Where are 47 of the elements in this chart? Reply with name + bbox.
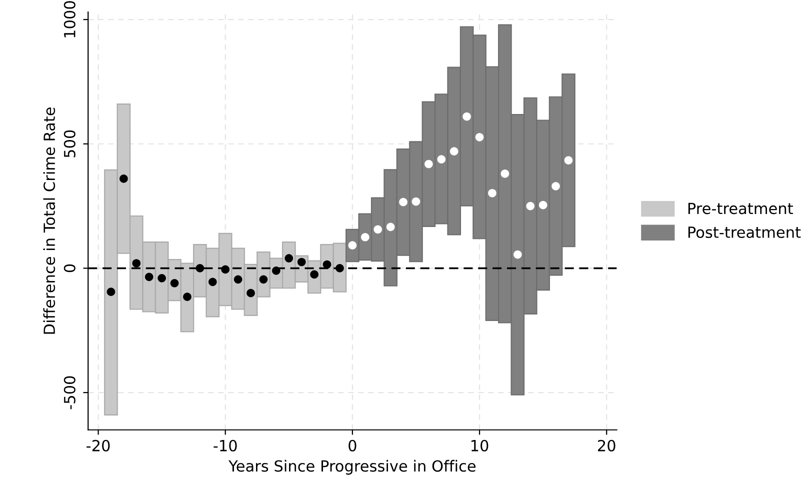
point (132, 259, 141, 268)
point (424, 160, 433, 168)
point (538, 200, 548, 210)
point (500, 170, 510, 178)
point (106, 288, 116, 296)
y-tick-label: 0 (64, 264, 76, 272)
point (246, 288, 255, 298)
point (513, 250, 522, 259)
point (183, 292, 192, 301)
x-axis-title: Years Since Progressive in Office (228, 460, 476, 475)
point (475, 133, 484, 142)
point (221, 265, 230, 274)
point (170, 278, 179, 288)
point (437, 155, 446, 164)
y-tick-label: 500 (64, 130, 76, 158)
legend-label: Pre-treatment (688, 202, 793, 214)
point (234, 275, 242, 284)
point (297, 258, 306, 266)
x-tick-label: -10 (214, 440, 237, 452)
point (450, 147, 458, 156)
point (412, 197, 420, 206)
point (564, 156, 573, 164)
y-tick-label: 1000 (64, 1, 76, 38)
y-tick-label: -500 (64, 376, 76, 410)
x-tick-label: 10 (471, 440, 488, 452)
point (386, 222, 395, 232)
point (399, 198, 408, 206)
point (552, 182, 560, 190)
point (336, 264, 344, 272)
point (488, 188, 496, 198)
point (259, 275, 268, 284)
x-tick-label: 0 (348, 440, 356, 452)
legend-label: Post-treatment (688, 226, 801, 238)
x-tick-label: -20 (86, 440, 110, 452)
point (120, 174, 128, 183)
point (526, 202, 535, 210)
x-tick-label: 20 (598, 440, 616, 452)
point (462, 112, 471, 121)
point (322, 260, 332, 269)
y-axis-title: Difference in Total Crime Rate (43, 108, 56, 334)
point (208, 278, 217, 286)
point (360, 232, 370, 242)
point (374, 225, 382, 234)
point (144, 272, 154, 282)
point (196, 264, 204, 272)
point (158, 274, 166, 282)
point (284, 254, 294, 262)
